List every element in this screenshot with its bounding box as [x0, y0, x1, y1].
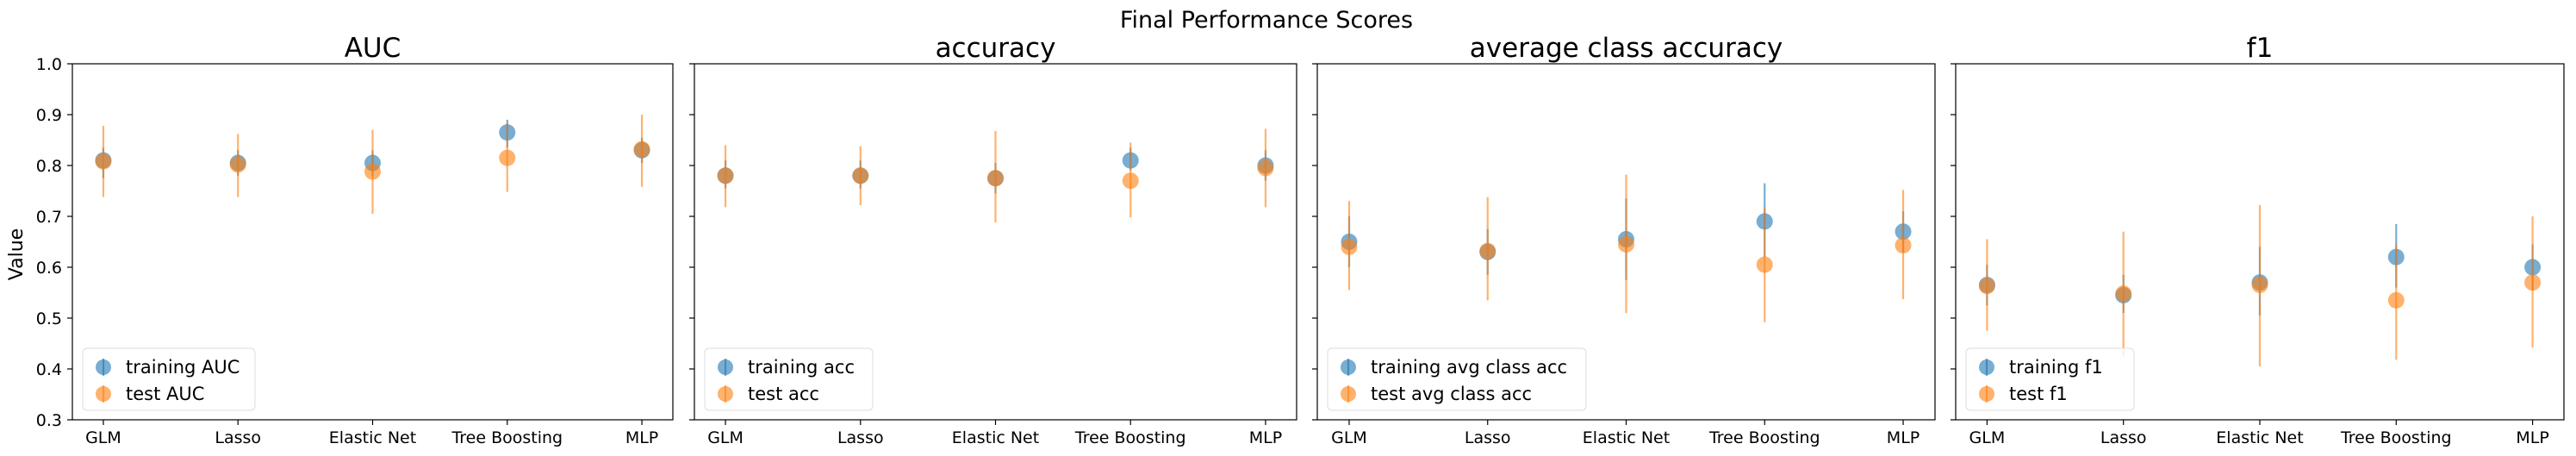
- x-tick-label-3-4: Tree Boosting: [1708, 428, 1820, 447]
- legend-2: [704, 347, 874, 411]
- panel-title-3: average class accuracy: [1470, 33, 1783, 64]
- y-tick-label-4: 0.7: [36, 208, 62, 227]
- chart-panel-2: accuracy GLM Lasso Elastic Net Tree Boosting…: [689, 33, 1297, 447]
- y-tick-label-6: 0.9: [36, 106, 62, 125]
- legend-marker-training-4: [1979, 359, 1994, 375]
- point-test-4-3: [2251, 277, 2268, 294]
- point-test-2-1: [717, 167, 734, 184]
- x-tick-label-1-2: Lasso: [215, 428, 261, 447]
- x-tick-label-3-2: Lasso: [1465, 428, 1511, 447]
- x-tick-label-1-1: GLM: [85, 428, 121, 447]
- point-test-2-3: [987, 170, 1004, 187]
- point-test-1-1: [95, 153, 112, 170]
- panel-title-1: AUC: [345, 33, 401, 64]
- point-test-3-1: [1341, 238, 1358, 255]
- legend-marker-test-3: [1341, 386, 1356, 402]
- point-test-3-5: [1895, 237, 1912, 254]
- series-test-2: [717, 128, 1274, 223]
- legend-4: [1965, 347, 2135, 411]
- point-test-4-1: [1978, 278, 1995, 295]
- x-tick-label-2-1: GLM: [707, 428, 744, 447]
- y-axis-label: Value: [6, 228, 28, 280]
- legend-label-training-3: training avg class acc: [1371, 357, 1567, 378]
- legend-marker-test-2: [718, 386, 733, 402]
- legend-label-test-4: test f1: [2009, 384, 2068, 404]
- point-test-1-3: [364, 163, 381, 180]
- x-tick-label-4-2: Lasso: [2100, 428, 2147, 447]
- legend-label-training-2: training acc: [748, 357, 855, 378]
- point-test-2-2: [852, 167, 869, 184]
- y-tick-label-7: 1.0: [36, 55, 62, 74]
- legend-marker-training-3: [1341, 359, 1356, 375]
- x-tick-label-3-5: MLP: [1887, 428, 1920, 447]
- point-test-3-4: [1756, 256, 1773, 273]
- x-tick-label-2-4: Tree Boosting: [1074, 428, 1186, 447]
- y-tick-label-5: 0.8: [36, 157, 62, 176]
- x-tick-label-4-5: MLP: [2516, 428, 2548, 447]
- x-tick-label-1-3: Elastic Net: [329, 428, 416, 447]
- x-tick-label-2-3: Elastic Net: [952, 428, 1039, 447]
- x-tick-label-3-3: Elastic Net: [1583, 428, 1670, 447]
- legend-3: [1327, 347, 1587, 411]
- point-test-2-4: [1122, 172, 1139, 190]
- chart-panel-1: AUC 0.3 0.4 0.5 0.6 0.7 0.8 0.9 1.0 GLM Lasso Elast…: [36, 33, 674, 447]
- legend-label-test-1: test AUC: [126, 384, 204, 404]
- legend-label-training-4: training f1: [2009, 357, 2103, 378]
- y-tick-label-2: 0.5: [36, 309, 62, 328]
- x-tick-label-3-1: GLM: [1331, 428, 1367, 447]
- point-test-3-3: [1618, 235, 1634, 253]
- x-tick-label-2-5: MLP: [1249, 428, 1282, 447]
- panel-title-4: f1: [2247, 33, 2274, 64]
- point-test-1-4: [499, 149, 516, 166]
- legend-marker-test-1: [96, 386, 111, 402]
- x-tick-label-2-2: Lasso: [837, 428, 884, 447]
- point-test-2-5: [1257, 159, 1274, 177]
- legend-label-test-2: test acc: [748, 384, 819, 404]
- point-test-3-2: [1479, 242, 1496, 259]
- chart-panel-3: average class accuracy GLM Lasso Elastic Ne…: [1312, 33, 1936, 447]
- legend-label-training-1: training AUC: [126, 357, 240, 378]
- legend-1: [82, 347, 256, 411]
- panel-title-2: accuracy: [936, 33, 1056, 64]
- y-tick-label-3: 0.6: [36, 259, 62, 278]
- series-test-4: [1978, 205, 2542, 367]
- point-test-4-4: [2387, 291, 2405, 309]
- x-tick-label-1-4: Tree Boosting: [451, 428, 563, 447]
- y-tick-label-0: 0.3: [36, 411, 62, 430]
- panels: AUC 0.3 0.4 0.5 0.6 0.7 0.8 0.9 1.0 GLM Lasso Elast…: [36, 33, 2565, 447]
- chart-panel-4: f1 GLM Lasso Elastic Net Tree Boosting MLP tra…: [1951, 33, 2565, 447]
- x-tick-label-1-5: MLP: [625, 428, 658, 447]
- y-tick-label-1: 0.4: [36, 360, 62, 379]
- x-tick-label-4-1: GLM: [1969, 428, 2006, 447]
- x-tick-label-4-4: Tree Boosting: [2340, 428, 2452, 447]
- point-test-4-5: [2524, 274, 2542, 291]
- legend-marker-training-2: [718, 359, 733, 375]
- point-test-4-2: [2115, 285, 2132, 303]
- point-test-1-5: [633, 141, 650, 158]
- legend-label-test-3: test avg class acc: [1371, 384, 1532, 404]
- legend-marker-training-1: [96, 359, 111, 375]
- series-test-3: [1341, 174, 1912, 322]
- x-tick-label-4-3: Elastic Net: [2216, 428, 2303, 447]
- point-test-1-2: [229, 156, 246, 173]
- series-test-1: [95, 115, 650, 215]
- legend-marker-test-4: [1979, 386, 1994, 402]
- figure-title: Final Performance Scores: [1120, 7, 1413, 34]
